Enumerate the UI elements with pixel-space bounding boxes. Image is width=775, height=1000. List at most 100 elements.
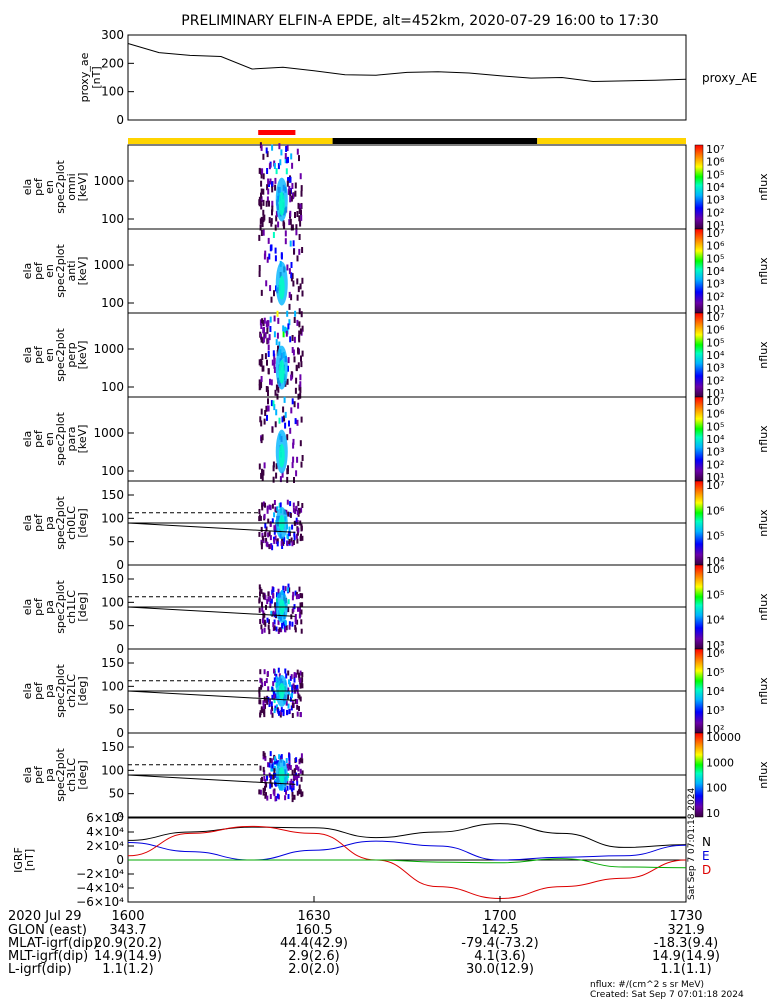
spectrogram-pixel bbox=[270, 774, 272, 780]
spectrogram-pixel bbox=[298, 208, 301, 214]
spectrogram-pixel bbox=[293, 248, 295, 255]
spectrogram-pixel bbox=[281, 471, 284, 478]
spectrogram-pixel bbox=[266, 196, 269, 203]
spectrogram-pixel bbox=[289, 696, 292, 702]
igrf-panel: 6×10⁴4×10⁴2×10⁴0−2×10⁴−4×10⁴−6×10⁴IGRF[n… bbox=[12, 811, 711, 909]
spectrogram-pixel bbox=[295, 533, 298, 539]
spectrogram-pixel bbox=[262, 594, 265, 600]
spectrogram-pixel bbox=[275, 409, 278, 416]
spectrogram-pixel bbox=[288, 526, 291, 532]
spectrogram-pixel bbox=[268, 217, 271, 224]
spectrogram-pixel bbox=[264, 779, 267, 785]
spectrogram-pixel bbox=[267, 696, 270, 702]
spectrogram-pixel bbox=[294, 614, 297, 619]
proxy-ae-tick-label: 200 bbox=[101, 56, 124, 70]
proxy-ae-tick-label: 100 bbox=[101, 85, 124, 99]
spectrogram-pixel bbox=[268, 334, 271, 341]
x-row-value: 44.4(42.9) bbox=[280, 936, 348, 951]
spectrogram-pixel bbox=[288, 755, 291, 761]
spectrogram-pixel bbox=[296, 530, 299, 536]
spectrogram-pixel bbox=[258, 463, 261, 470]
panel-ylabel-line: pa bbox=[43, 768, 56, 782]
panel-tick-label: 0 bbox=[116, 558, 124, 572]
spectrogram-pixel bbox=[299, 757, 302, 763]
spectrogram-pixel bbox=[274, 224, 277, 231]
proxy-ae-tick-label: 300 bbox=[101, 28, 124, 42]
panel-tick-label: 100 bbox=[101, 464, 124, 478]
spectrogram-pixel bbox=[294, 617, 297, 622]
spectrogram-core-hot bbox=[278, 191, 285, 216]
spectrogram-pixel bbox=[260, 541, 263, 547]
panel-ylabel-line: pef bbox=[32, 765, 45, 784]
spectrogram-pixel bbox=[258, 265, 261, 271]
spectrogram-pixel bbox=[278, 341, 281, 348]
spectrogram-pixel bbox=[272, 461, 275, 468]
spectrogram-pixel bbox=[283, 415, 286, 422]
spectrogram-pixel bbox=[259, 382, 262, 389]
spectrogram-pixel bbox=[273, 625, 276, 631]
spectrogram-pixel bbox=[272, 681, 275, 687]
spectrogram-pixel bbox=[286, 180, 289, 187]
colorbar-label: nflux bbox=[757, 425, 770, 453]
spectrogram-pixel bbox=[300, 619, 303, 625]
spectrogram-pixel bbox=[260, 420, 263, 427]
spectrogram-pixel bbox=[285, 146, 288, 152]
colorbar-label: nflux bbox=[757, 257, 770, 285]
spectrogram-pixel bbox=[287, 365, 289, 372]
spectrogram-pixel bbox=[295, 229, 298, 236]
spectrogram-pixel bbox=[261, 365, 264, 372]
panel-ylabel-line: ch2LC bbox=[65, 674, 78, 708]
spectrogram-pixel bbox=[293, 672, 296, 678]
spectrogram-pixel bbox=[262, 229, 265, 236]
colorbar-tick-label: 10⁴ bbox=[706, 265, 725, 278]
spectrogram-pixel bbox=[273, 353, 276, 360]
spectrogram-pixel bbox=[298, 508, 301, 514]
x-row-value: 4.1(3.6) bbox=[474, 949, 526, 964]
spectrogram-pixel bbox=[296, 704, 299, 710]
spectrogram-pixel bbox=[291, 335, 294, 341]
spectrogram-pixel bbox=[299, 677, 302, 683]
spectrogram-pixel bbox=[288, 587, 291, 593]
spectrogram-pixel bbox=[274, 389, 277, 396]
x-date-label: 2020 Jul 29 bbox=[8, 909, 82, 924]
colorbar-tick-label: 10² bbox=[706, 206, 724, 219]
spectrogram-pixel bbox=[260, 289, 263, 296]
spectrogram-pixel bbox=[298, 789, 300, 795]
spectrogram-pixel bbox=[267, 398, 269, 405]
spectrogram-pixel bbox=[299, 374, 302, 381]
spectrogram-pixel bbox=[288, 268, 291, 275]
spectrogram-pixel bbox=[296, 780, 299, 786]
spectrogram-pixel bbox=[300, 461, 303, 468]
spectrogram-pixel bbox=[264, 681, 266, 686]
spectrogram-pixel bbox=[269, 757, 272, 763]
spectrogram-pixel bbox=[260, 336, 263, 343]
spectrogram-pixel bbox=[262, 188, 265, 195]
panel-ylabel-line: spec2plot bbox=[54, 328, 67, 382]
spectrogram-pixel bbox=[271, 186, 274, 193]
spectrogram-pixel bbox=[300, 776, 303, 782]
spectrogram-pixel bbox=[268, 200, 270, 207]
spectrogram-pixel bbox=[301, 290, 304, 297]
spectrogram-pixel bbox=[291, 162, 294, 169]
spectrogram-pixel bbox=[258, 167, 261, 174]
spectrogram-pixel bbox=[273, 315, 276, 322]
spectrogram-pixel bbox=[259, 669, 262, 675]
spectrogram-pixel bbox=[273, 619, 276, 625]
spectrogram-pixel bbox=[295, 224, 298, 231]
spectrogram-pixel bbox=[286, 763, 289, 769]
colorbar-label: nflux bbox=[757, 173, 770, 201]
spectrogram-pixel bbox=[273, 500, 276, 505]
spectrogram-pixel bbox=[259, 765, 262, 771]
spectrogram-pixel bbox=[270, 218, 273, 225]
spectrogram-pixel bbox=[287, 794, 290, 799]
spectrogram-pixel bbox=[260, 684, 263, 690]
panel-ylabel-line: [keV] bbox=[76, 173, 89, 202]
panel-ylabel-line: en bbox=[43, 348, 56, 362]
spectrogram-pixel bbox=[263, 612, 266, 618]
colorbar-tick-label: 10⁶ bbox=[706, 647, 725, 660]
panel-ylabel-line: pef bbox=[32, 429, 45, 448]
spectrogram-pixel bbox=[270, 709, 273, 715]
